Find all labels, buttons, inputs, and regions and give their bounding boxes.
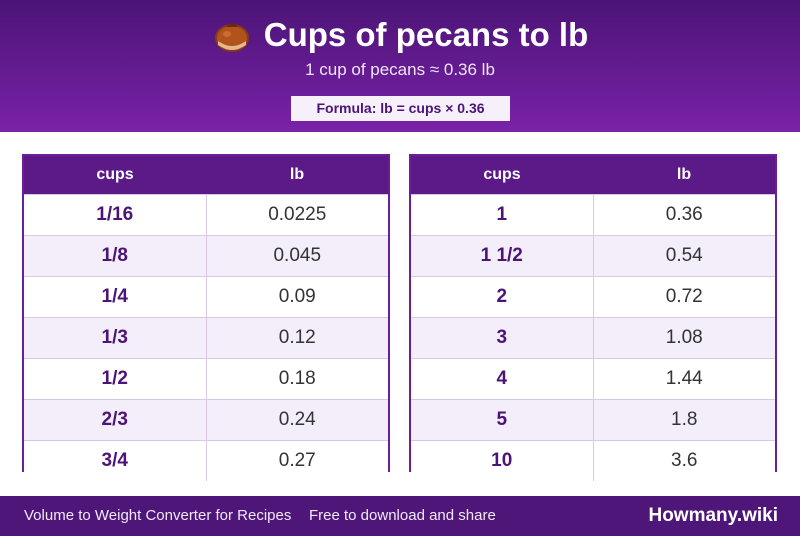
- table-row: 10 3.6: [411, 440, 775, 481]
- table-row: 1/8 0.045: [24, 235, 388, 277]
- table-row: 1/2 0.18: [24, 358, 388, 400]
- cups-cell: 1/4: [24, 276, 207, 318]
- column-header-cups: cups: [24, 156, 206, 195]
- cups-cell: 4: [411, 358, 594, 400]
- cups-cell: 3: [411, 317, 594, 359]
- lb-cell: 0.24: [206, 399, 388, 441]
- footer-share-text: Free to download and share: [309, 507, 496, 524]
- lb-cell: 0.27: [206, 440, 388, 481]
- table-row: 1/4 0.09: [24, 276, 388, 318]
- lb-cell: 1.8: [593, 399, 775, 441]
- page-title: Cups of pecans to lb: [263, 16, 589, 53]
- cups-cell: 3/4: [24, 440, 207, 481]
- formula-badge: Formula: lb = cups × 0.36: [291, 96, 510, 121]
- table-row: 5 1.8: [411, 399, 775, 441]
- table-row: 1/16 0.0225: [24, 194, 388, 236]
- column-header-lb: lb: [593, 156, 775, 195]
- column-header-cups: cups: [411, 156, 593, 195]
- cups-cell: 1: [411, 194, 594, 236]
- lb-cell: 0.36: [593, 194, 775, 236]
- subtitle: 1 cup of pecans ≈ 0.36 lb: [305, 60, 495, 79]
- table-header-row: cups lb: [411, 156, 775, 195]
- chestnut-icon: [212, 15, 252, 55]
- cups-cell: 5: [411, 399, 594, 441]
- lb-cell: 0.0225: [206, 194, 388, 236]
- conversion-table-right: cups lb 1 0.36 1 1/2 0.54 2 0.72 3 1.08 4 1.4…: [409, 154, 777, 481]
- lb-cell: 0.18: [206, 358, 388, 400]
- cups-cell: 10: [411, 440, 594, 481]
- lb-cell: 0.12: [206, 317, 388, 359]
- table-row: 1 1/2 0.54: [411, 235, 775, 277]
- lb-cell: 1.44: [593, 358, 775, 400]
- table-row: 2/3 0.24: [24, 399, 388, 441]
- header: Cups of pecans to lb 1 cup of pecans ≈ 0…: [0, 0, 800, 132]
- table-row: 2 0.72: [411, 276, 775, 318]
- cups-cell: 1 1/2: [411, 235, 594, 277]
- table-header-row: cups lb: [24, 156, 388, 195]
- cups-cell: 1/2: [24, 358, 207, 400]
- table-row: 4 1.44: [411, 358, 775, 400]
- table-row: 3/4 0.27: [24, 440, 388, 481]
- title-row: Cups of pecans to lb: [0, 14, 800, 56]
- lb-cell: 0.045: [206, 235, 388, 277]
- column-header-lb: lb: [206, 156, 388, 195]
- cups-cell: 1/16: [24, 194, 207, 236]
- table: cups lb 1 0.36 1 1/2 0.54 2 0.72 3 1.08 4 1.4…: [411, 156, 775, 481]
- table-row: 1/3 0.12: [24, 317, 388, 359]
- lb-cell: 0.09: [206, 276, 388, 318]
- cups-cell: 2: [411, 276, 594, 318]
- lb-cell: 0.54: [593, 235, 775, 277]
- lb-cell: 0.72: [593, 276, 775, 318]
- table-row: 3 1.08: [411, 317, 775, 359]
- footer-tagline: Volume to Weight Converter for Recipes: [24, 507, 292, 524]
- lb-cell: 1.08: [593, 317, 775, 359]
- cups-cell: 1/8: [24, 235, 207, 277]
- footer: Volume to Weight Converter for Recipes F…: [0, 496, 800, 536]
- conversion-table-left: cups lb 1/16 0.0225 1/8 0.045 1/4 0.09 1/3 0…: [22, 154, 390, 481]
- brand-logo-text[interactable]: Howmany.wiki: [648, 505, 778, 526]
- lb-cell: 3.6: [593, 440, 775, 481]
- cups-cell: 2/3: [24, 399, 207, 441]
- cups-cell: 1/3: [24, 317, 207, 359]
- table-row: 1 0.36: [411, 194, 775, 236]
- table: cups lb 1/16 0.0225 1/8 0.045 1/4 0.09 1/3 0…: [24, 156, 388, 481]
